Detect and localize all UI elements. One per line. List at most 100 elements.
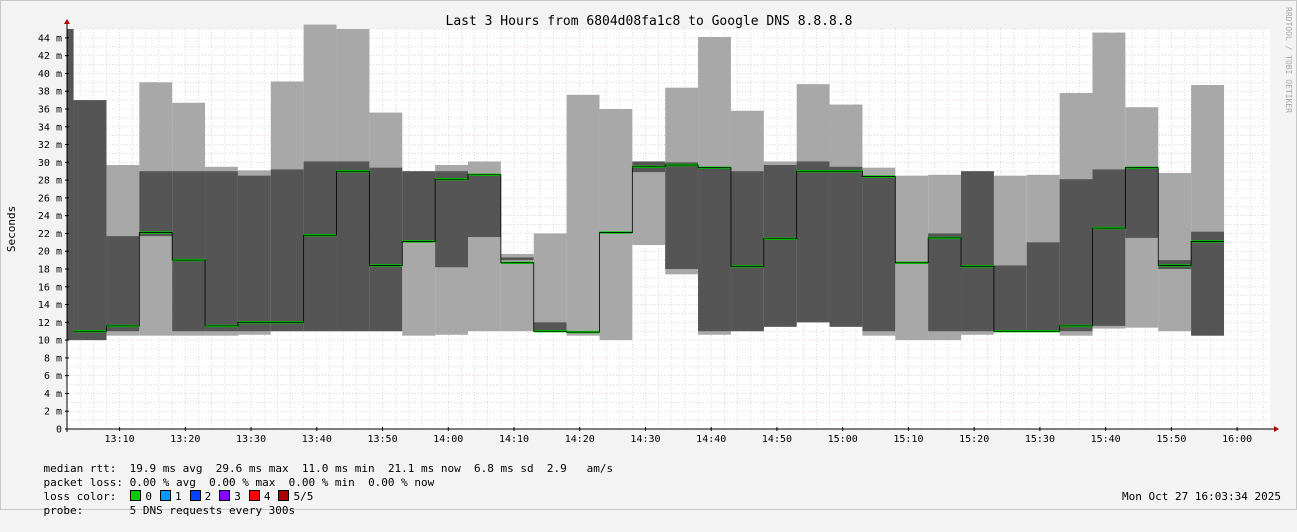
legend-median-avg: 19.9 ms avg [129,462,203,475]
x-tick-label: 13:30 [236,434,266,445]
legend-loss-color-label: loss color: [43,490,117,503]
graph-frame: 0 2 m 4 m 6 m 8 m 10 m 12 m 14 m 16 m 18 m 20 m 22 … [0,0,1297,517]
y-tick-label: 8 m [44,353,62,364]
y-axis-arrow [64,19,70,24]
x-tick-label: 13:50 [367,434,397,445]
median-step-connector [73,164,1224,333]
legend-probe: probe: 5 DNS requests every 300s [17,490,296,532]
y-tick-label: 24 m [38,211,62,222]
y-tick-label: 26 m [38,193,62,204]
inner-band-bar [139,171,173,237]
x-tick-label: 15:50 [1156,434,1186,445]
inner-band-bar [961,171,994,332]
legend-loss-color: loss color: 0 1 2 3 4 5/5 [17,476,313,518]
inner-band-bar [665,162,699,269]
y-tick-label: 28 m [38,176,62,187]
y-tick-label: 36 m [38,105,62,116]
loss-color-swatch [130,490,142,501]
inner-band-bar [993,265,1027,332]
y-tick-label: 32 m [38,140,62,151]
inner-band-bar [829,166,863,327]
legend-loss-avg: 0.00 % avg [129,476,196,489]
loss-color-label: 2 [204,490,212,503]
legend-probe-label: probe: [43,504,84,517]
inner-band-bar [1059,179,1093,332]
y-tick-label: 30 m [38,158,62,169]
graph-timestamp: Mon Oct 27 16:03:34 2025 [1122,490,1281,503]
loss-color-label: 4 [263,490,271,503]
legend-median-min: 11.0 ms min [301,462,375,475]
x-tick-label: 14:10 [499,434,529,445]
loss-color-label: 1 [174,490,182,503]
inner-band-bar [336,161,370,332]
y-tick-label: 10 m [38,336,62,347]
legend-median-am: 2.9 [546,462,567,475]
chart-svg: 0 2 m 4 m 6 m 8 m 10 m 12 m 14 m 16 m 18 m 20 m 22 … [5,7,1293,445]
inner-band-bar [1026,242,1060,332]
x-tick-label: 16:00 [1222,434,1252,445]
outer-band-bar [566,94,600,336]
inner-band-bar [796,161,830,323]
y-tick-label: 16 m [38,282,62,293]
x-tick-label: 14:00 [433,434,463,445]
loss-color-label: 0 [145,490,152,503]
outer-band-bar [895,175,929,341]
axes: 0 2 m 4 m 6 m 8 m 10 m 12 m 14 m 16 m 18 m 20 m 22 … [38,19,1279,445]
legend-packet-loss: packet loss: 0.00 % avg 0.00 % max 0.00 … [17,462,435,504]
y-tick-label: 0 [56,425,62,436]
inner-band-bar [862,175,896,332]
x-tick-label: 15:40 [1091,434,1121,445]
inner-band-bar [1092,169,1126,326]
x-tick-label: 14:20 [565,434,595,445]
inner-band-bar [172,171,206,332]
loss-color-swatch [278,490,290,501]
inner-band-bar [237,175,271,332]
loss-color-swatch [248,490,260,501]
inner-band-bar [928,233,962,332]
x-tick-label: 13:40 [302,434,332,445]
y-tick-label: 6 m [44,371,62,382]
y-tick-label: 4 m [44,389,62,400]
x-tick-label: 15:30 [1025,434,1055,445]
y-tick-label: 18 m [38,265,62,276]
inner-band-bar [205,171,238,332]
inner-band-bar [1125,166,1159,238]
x-tick-label: 15:10 [893,434,923,445]
loss-color-label: 5/5 [293,490,314,503]
y-tick-label: 2 m [44,407,62,418]
outer-band-bar [1158,173,1192,332]
y-tick-label: 22 m [38,229,62,240]
inner-band-bar [763,165,797,327]
inner-band-bar [369,167,403,332]
y-tick-label: 42 m [38,51,62,62]
x-tick-label: 13:10 [105,434,135,445]
legend-loss-min: 0.00 % min [288,476,355,489]
y-tick-label: 44 m [38,33,62,44]
chart-title: Last 3 Hours from 6804d08fa1c8 to Google… [446,14,853,29]
legend-median-max: 29.6 ms max [215,462,289,475]
loss-color-swatches: 0 1 2 3 4 5/5 [116,490,313,503]
legend-loss-now: 0.00 % now [368,476,435,489]
x-axis-arrow [1274,426,1279,432]
x-tick-label: 13:20 [170,434,200,445]
outer-band-bar [500,253,534,332]
outer-band-bar [599,109,633,341]
inner-band-bar [270,169,304,332]
outer-band-bar [533,233,567,332]
inner-band-bar [500,257,534,261]
legend-loss-max: 0.00 % max [209,476,276,489]
loss-color-label: 3 [234,490,241,503]
legend-median-rtt: median rtt: 19.9 ms avg 29.6 ms max 11.0… [17,448,614,490]
inner-band-bar [468,175,501,237]
inner-band-bar [698,166,731,332]
watermark-text: RRDTOOL / TOBI OETIKER [1284,7,1293,113]
loss-color-swatch [189,490,201,501]
x-tick-label: 15:20 [959,434,989,445]
legend-median-sd: 6.8 ms sd [474,462,534,475]
x-tick-label: 14:40 [696,434,726,445]
legend-median-label: median rtt: [43,462,117,475]
inner-band-bar [730,171,764,332]
smoke-bands [67,24,1224,341]
inner-band-bar [1191,231,1224,336]
x-tick-label: 14:50 [762,434,792,445]
